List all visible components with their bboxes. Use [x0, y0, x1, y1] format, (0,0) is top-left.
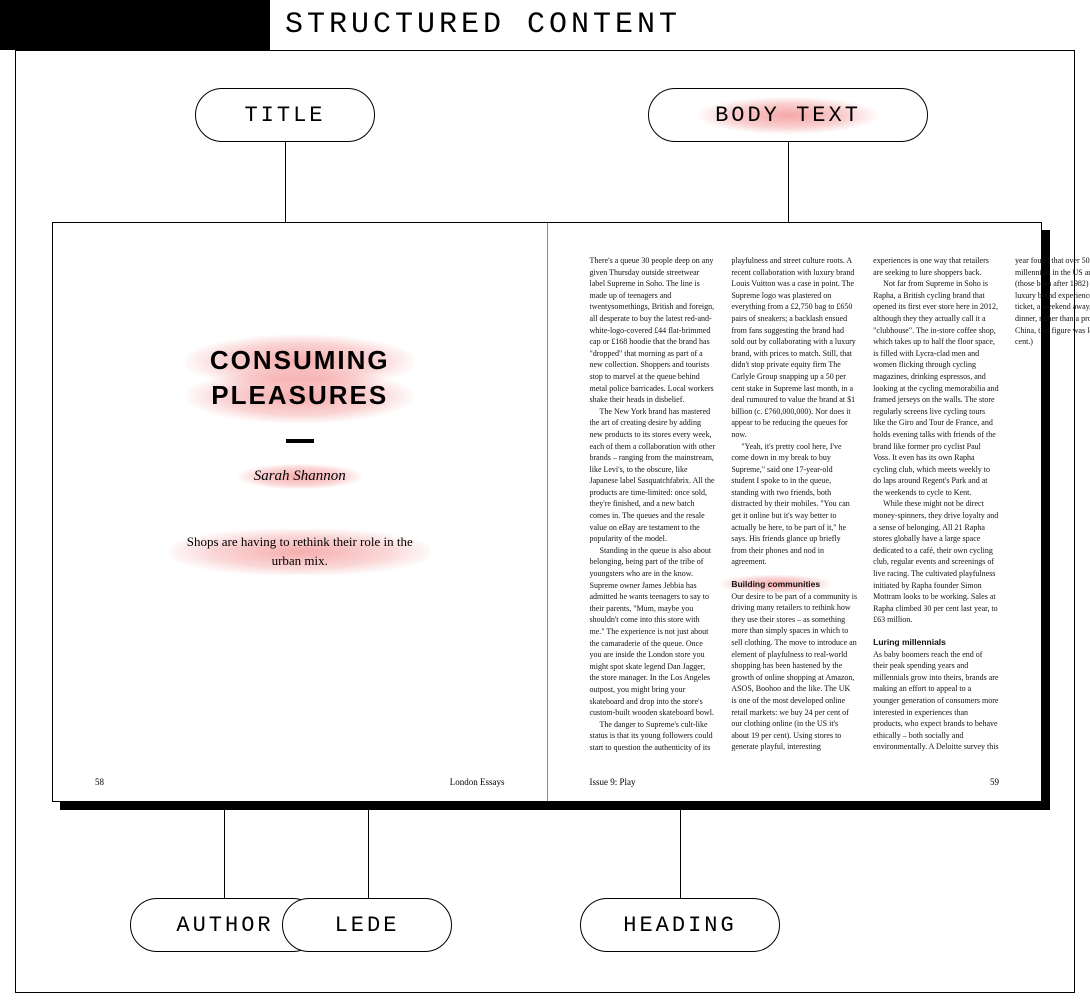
header-black-block	[0, 0, 270, 50]
body-p8: While these might not be direct money-sp…	[873, 498, 999, 626]
label-author-text: AUTHOR	[176, 913, 273, 938]
page-heading: STRUCTURED CONTENT	[285, 8, 681, 42]
page-number-left: 58	[95, 777, 104, 787]
body-p2: The New York brand has mastered the art …	[590, 406, 716, 545]
label-heading: HEADING	[580, 898, 780, 952]
body-p3: Standing in the queue is also about belo…	[590, 545, 716, 719]
article-title: CONSUMING PLEASURES	[95, 343, 505, 413]
footer-right: Issue 9: Play	[590, 777, 636, 787]
subhead-2: Luring millennials	[873, 636, 946, 648]
body-p7: Not far from Supreme in Soho is Rapha, a…	[873, 278, 999, 498]
body-p1: There's a queue 30 people deep on any gi…	[590, 255, 716, 406]
footer-left: London Essays	[450, 777, 505, 787]
title-dash	[286, 439, 314, 443]
label-body-text: BODY TEXT	[648, 88, 928, 142]
connector-body	[788, 142, 789, 224]
article-author: Sarah Shannon	[254, 468, 346, 485]
article-title-line2: PLEASURES	[211, 380, 388, 410]
body-p5: "Yeah, it's pretty cool here, I've come …	[731, 441, 857, 569]
magazine-spread: CONSUMING PLEASURES Sarah Shannon Shops …	[52, 222, 1042, 802]
label-lede: LEDE	[282, 898, 452, 952]
page-right: There's a queue 30 people deep on any gi…	[548, 223, 1042, 801]
label-lede-text: LEDE	[335, 913, 400, 938]
label-heading-text: HEADING	[623, 913, 736, 938]
page-left: CONSUMING PLEASURES Sarah Shannon Shops …	[53, 223, 548, 801]
page-number-right: 59	[990, 777, 999, 787]
label-title: TITLE	[195, 88, 375, 142]
label-title-text: TITLE	[244, 103, 325, 128]
subhead-1: Building communities	[731, 578, 820, 590]
body-columns: There's a queue 30 people deep on any gi…	[590, 255, 1000, 755]
article-lede: Shops are having to rethink their role i…	[185, 533, 415, 571]
label-body-text-text: BODY TEXT	[715, 103, 861, 128]
